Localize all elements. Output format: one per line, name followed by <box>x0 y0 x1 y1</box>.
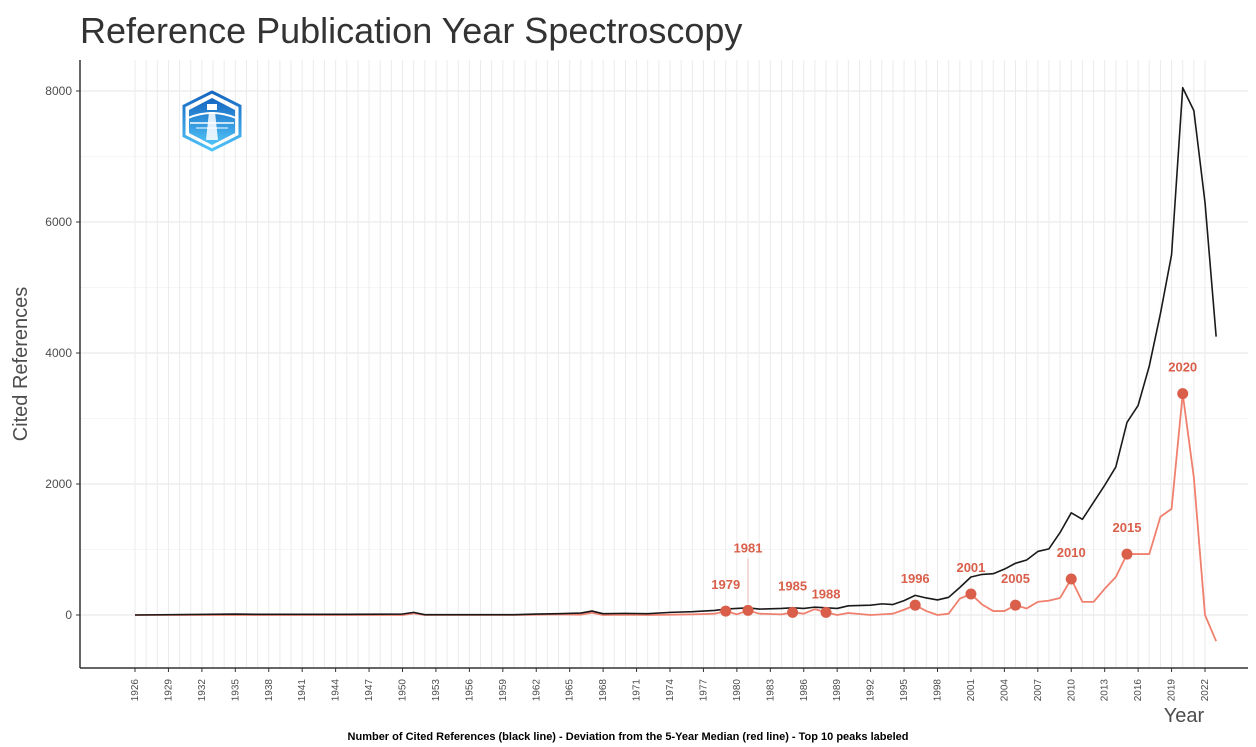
x-tick-label: 1971 <box>632 679 643 702</box>
x-tick-label: 1983 <box>765 679 776 702</box>
x-tick-label: 1989 <box>832 679 843 702</box>
x-tick-label: 2022 <box>1200 679 1211 702</box>
series-line-deviation <box>135 392 1217 642</box>
peak-point <box>1010 599 1022 611</box>
lighthouse-hexagon-logo-icon <box>182 90 242 152</box>
x-tick-label: 1974 <box>665 679 676 702</box>
peak-label: 1979 <box>711 577 740 592</box>
x-tick-label: 1986 <box>799 679 810 702</box>
x-tick-label: 1992 <box>866 679 877 702</box>
x-tick-label: 1926 <box>130 679 141 702</box>
chart-caption: Number of Cited References (black line) … <box>347 731 909 743</box>
x-tick-label: 2019 <box>1167 679 1178 702</box>
x-tick-label: 2013 <box>1100 679 1111 702</box>
peak-point <box>720 605 732 617</box>
peak-label: 1981 <box>734 540 763 555</box>
peak-label: 2020 <box>1168 360 1197 375</box>
peak-label: 2001 <box>956 560 985 575</box>
x-tick-label: 1941 <box>297 679 308 702</box>
peak-point <box>1121 548 1133 560</box>
peak-point <box>965 588 977 600</box>
peak-label: 2010 <box>1057 545 1086 560</box>
peak-point <box>820 606 832 618</box>
peak-label: 1985 <box>778 578 807 593</box>
x-tick-label: 1953 <box>431 679 442 702</box>
x-tick-label: 2004 <box>999 679 1010 702</box>
x-tick-label: 1929 <box>163 679 174 702</box>
y-tick-label: 8000 <box>45 84 72 98</box>
x-tick-label: 1932 <box>197 679 208 702</box>
peak-label: 2015 <box>1113 520 1142 535</box>
peak-point <box>1177 388 1189 400</box>
peak-point <box>787 606 799 618</box>
rpys-line-chart: 0 2000 4000 6000 8000 1926 1929 1932 1935 1938 194… <box>10 60 1248 727</box>
x-tick-label: 2001 <box>966 679 977 702</box>
x-tick-label: 1998 <box>933 679 944 702</box>
x-tick-label: 1947 <box>364 679 375 702</box>
peak-label: 1988 <box>812 586 841 601</box>
x-tick-label: 1968 <box>598 679 609 702</box>
x-tick-label: 1962 <box>531 679 542 702</box>
y-tick-label: 4000 <box>45 346 72 360</box>
series-line-count <box>134 86 1217 616</box>
x-tick-label: 1977 <box>698 679 709 702</box>
x-tick-label: 1950 <box>398 679 409 702</box>
x-tick-label: 1938 <box>264 679 275 702</box>
y-tick-label: 6000 <box>45 215 72 229</box>
x-tick-label: 1959 <box>498 679 509 702</box>
x-axis-title: Year <box>1164 705 1205 727</box>
peak-point <box>742 604 754 616</box>
x-tick-label: 1956 <box>464 679 475 702</box>
x-tick-label: 2007 <box>1033 679 1044 702</box>
grid-lines <box>80 60 1248 668</box>
x-tick-label: 1965 <box>565 679 576 702</box>
peak-point <box>1065 573 1077 585</box>
chart-title: Reference Publication Year Spectroscopy <box>80 10 743 51</box>
peak-label: 1996 <box>901 571 930 586</box>
y-tick-label: 2000 <box>45 477 72 491</box>
y-axis-title: Cited References <box>10 287 32 442</box>
y-tick-label: 0 <box>65 608 72 622</box>
peak-point <box>909 599 921 611</box>
x-tick-label: 1995 <box>899 679 910 702</box>
peak-label: 2005 <box>1001 571 1030 586</box>
x-tick-label: 2010 <box>1066 679 1077 702</box>
x-tick-label: 2016 <box>1133 679 1144 702</box>
x-tick-label: 1935 <box>230 679 241 702</box>
x-tick-label: 1980 <box>732 679 743 702</box>
x-tick-label: 1944 <box>331 679 342 702</box>
